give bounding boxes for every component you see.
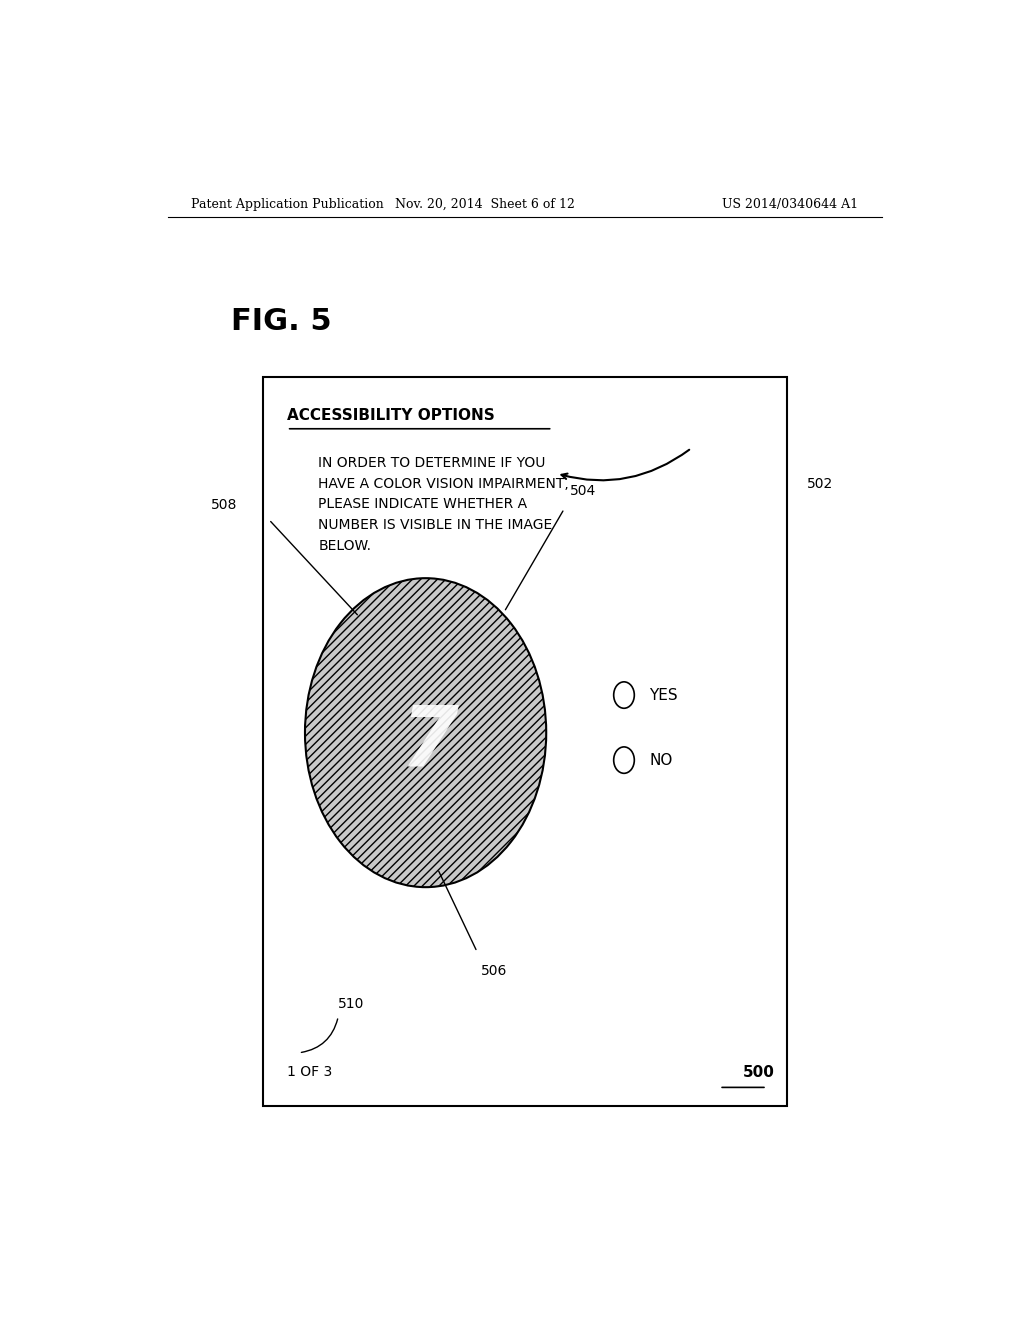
Text: 506: 506 [481, 965, 508, 978]
Text: 502: 502 [807, 477, 833, 491]
Text: US 2014/0340644 A1: US 2014/0340644 A1 [722, 198, 858, 211]
FancyBboxPatch shape [263, 378, 786, 1106]
Text: Patent Application Publication: Patent Application Publication [191, 198, 384, 211]
Text: 500: 500 [743, 1065, 775, 1080]
Circle shape [305, 578, 546, 887]
Text: 504: 504 [570, 484, 597, 498]
Text: ACCESSIBILITY OPTIONS: ACCESSIBILITY OPTIONS [287, 408, 495, 422]
Text: 510: 510 [338, 997, 365, 1011]
Circle shape [613, 682, 634, 709]
Text: YES: YES [649, 688, 678, 702]
Text: FIG. 5: FIG. 5 [231, 306, 332, 335]
Text: Nov. 20, 2014  Sheet 6 of 12: Nov. 20, 2014 Sheet 6 of 12 [395, 198, 575, 211]
Text: 1 OF 3: 1 OF 3 [287, 1065, 332, 1080]
Circle shape [613, 747, 634, 774]
Text: NO: NO [649, 752, 673, 768]
Text: 508: 508 [211, 498, 238, 512]
Text: 7: 7 [400, 702, 459, 783]
Text: IN ORDER TO DETERMINE IF YOU
HAVE A COLOR VISION IMPAIRMENT,
PLEASE INDICATE WHE: IN ORDER TO DETERMINE IF YOU HAVE A COLO… [318, 457, 569, 553]
